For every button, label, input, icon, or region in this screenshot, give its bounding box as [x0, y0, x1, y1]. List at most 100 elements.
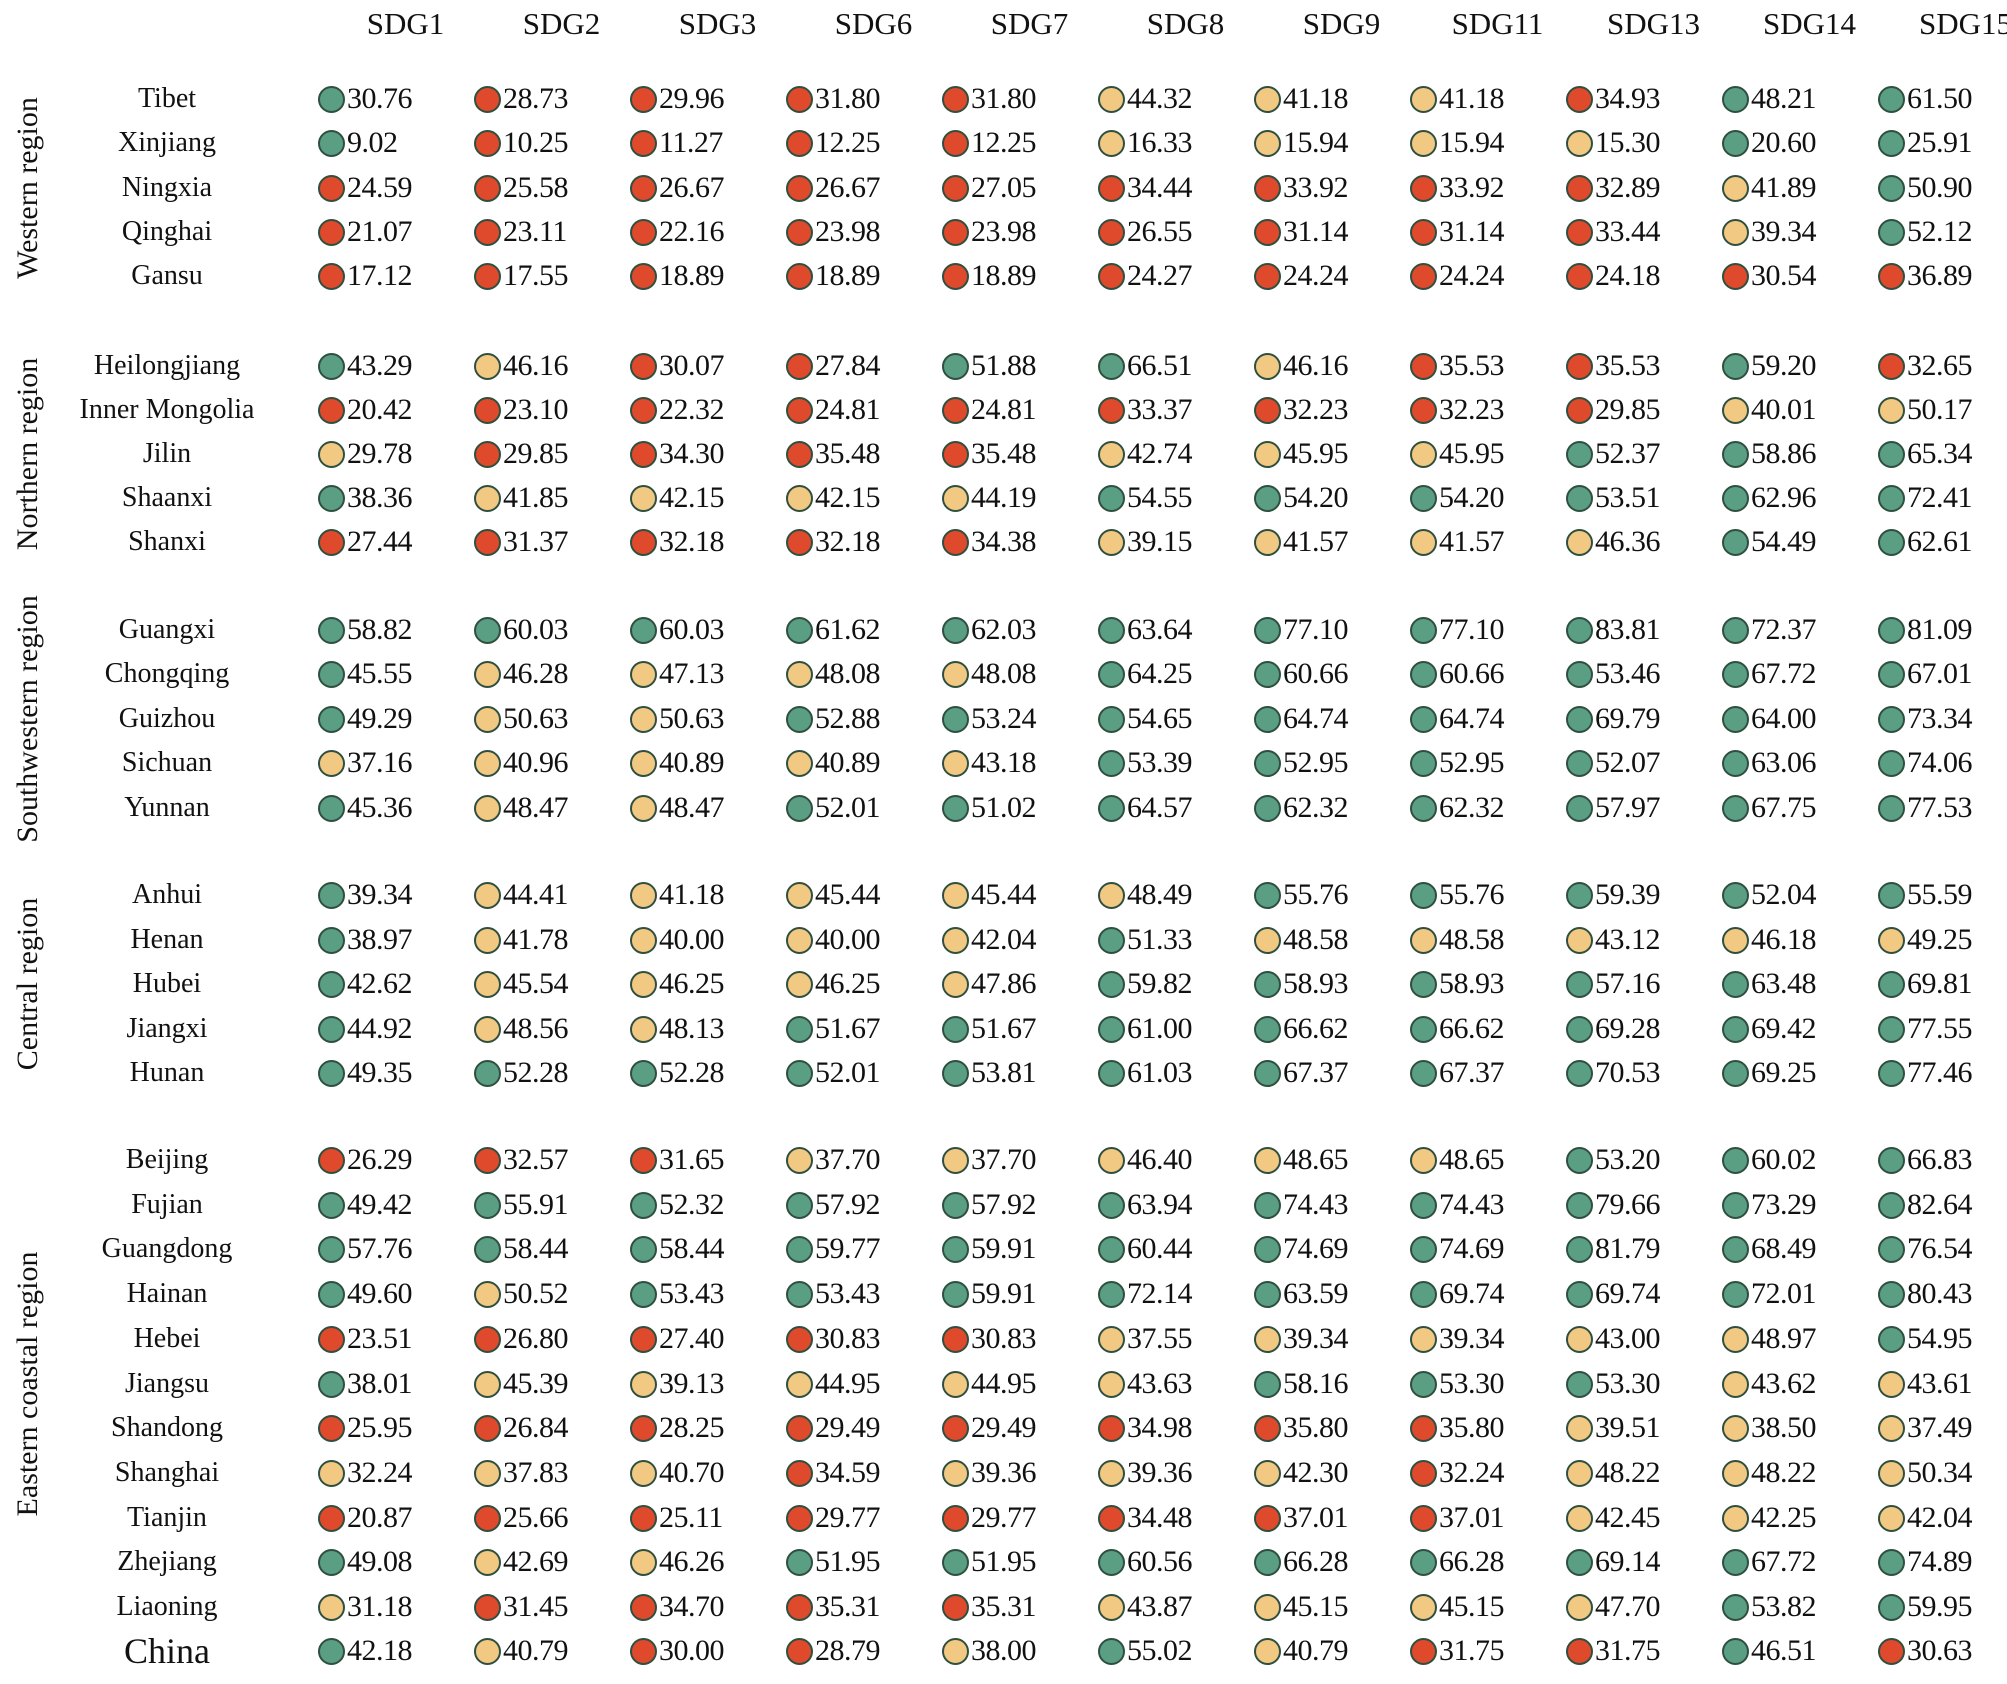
- score-cell: 50.34: [1878, 1456, 1973, 1490]
- score-cell: 47.70: [1566, 1590, 1661, 1624]
- score-value: 28.73: [503, 82, 569, 115]
- status-dot-yellow: [630, 1548, 657, 1576]
- score-cell: 24.18: [1566, 259, 1661, 293]
- score-value: 49.42: [347, 1188, 413, 1221]
- score-value: 52.04: [1751, 878, 1817, 911]
- score-value: 30.63: [1907, 1634, 1973, 1667]
- score-cell: 52.95: [1254, 746, 1349, 780]
- score-cell: 41.78: [474, 923, 569, 957]
- score-cell: 53.51: [1566, 481, 1661, 515]
- status-dot-yellow: [318, 1593, 345, 1621]
- score-cell: 29.85: [474, 437, 569, 471]
- score-value: 30.83: [971, 1322, 1037, 1355]
- status-dot-green: [630, 1059, 657, 1087]
- score-value: 51.88: [971, 349, 1037, 382]
- score-cell: 37.70: [942, 1143, 1037, 1177]
- column-header-sdg15: SDG15: [1918, 6, 2007, 41]
- score-cell: 41.89: [1722, 171, 1817, 205]
- status-dot-yellow: [474, 881, 501, 909]
- score-value: 34.70: [659, 1590, 725, 1623]
- score-cell: 31.37: [474, 525, 569, 559]
- province-label-sichuan: Sichuan: [121, 747, 213, 778]
- score-value: 12.25: [971, 126, 1037, 159]
- score-value: 59.91: [971, 1232, 1037, 1265]
- score-cell: 34.70: [630, 1590, 725, 1624]
- column-header-sdg7: SDG7: [990, 6, 1069, 41]
- score-value: 74.43: [1439, 1188, 1505, 1221]
- score-cell: 17.55: [474, 259, 569, 293]
- score-cell: 45.95: [1254, 437, 1349, 471]
- status-dot-yellow: [1254, 1637, 1281, 1665]
- score-value: 63.64: [1127, 613, 1193, 646]
- score-cell: 61.03: [1098, 1056, 1193, 1090]
- status-dot-green: [1722, 440, 1749, 468]
- score-value: 77.46: [1907, 1056, 1973, 1089]
- score-cell: 48.65: [1410, 1143, 1505, 1177]
- score-cell: 31.75: [1566, 1634, 1661, 1668]
- score-value: 32.57: [503, 1143, 569, 1176]
- score-cell: 24.27: [1098, 259, 1193, 293]
- score-cell: 39.36: [942, 1456, 1037, 1490]
- score-value: 57.97: [1595, 791, 1661, 824]
- score-value: 48.58: [1283, 923, 1349, 956]
- score-cell: 62.96: [1722, 481, 1817, 515]
- status-dot-red: [1254, 1414, 1281, 1442]
- score-cell: 66.62: [1254, 1012, 1349, 1046]
- status-dot-yellow: [1410, 1146, 1437, 1174]
- score-value: 47.86: [971, 967, 1037, 1000]
- score-cell: 69.74: [1566, 1277, 1661, 1311]
- score-value: 74.43: [1283, 1188, 1349, 1221]
- score-value: 30.54: [1751, 259, 1817, 292]
- status-dot-green: [1878, 174, 1905, 202]
- status-dot-red: [786, 1593, 813, 1621]
- score-cell: 42.04: [1878, 1501, 1973, 1535]
- score-cell: 52.04: [1722, 878, 1817, 912]
- score-value: 21.07: [347, 215, 413, 248]
- score-cell: 62.03: [942, 613, 1037, 647]
- status-dot-yellow: [1878, 1414, 1905, 1442]
- score-value: 32.89: [1595, 171, 1661, 204]
- column-header-sdg11: SDG11: [1451, 6, 1544, 41]
- score-value: 52.95: [1283, 746, 1349, 779]
- status-dot-green: [1410, 1015, 1437, 1043]
- status-dot-yellow: [630, 705, 657, 733]
- score-value: 58.93: [1283, 967, 1349, 1000]
- score-cell: 48.97: [1722, 1322, 1817, 1356]
- score-cell: 51.02: [942, 791, 1037, 825]
- score-cell: 72.01: [1722, 1277, 1817, 1311]
- score-cell: 26.84: [474, 1411, 569, 1445]
- score-cell: 48.58: [1254, 923, 1349, 957]
- score-value: 9.02: [347, 126, 398, 159]
- status-dot-green: [1254, 881, 1281, 909]
- score-cell: 25.58: [474, 171, 569, 205]
- score-value: 38.50: [1751, 1411, 1817, 1444]
- status-dot-green: [1254, 1370, 1281, 1398]
- score-value: 46.16: [1283, 349, 1349, 382]
- score-cell: 39.36: [1098, 1456, 1193, 1490]
- score-value: 31.65: [659, 1143, 725, 1176]
- score-value: 50.34: [1907, 1456, 1973, 1489]
- score-cell: 12.25: [786, 126, 881, 160]
- score-cell: 25.11: [630, 1501, 723, 1535]
- score-value: 25.66: [503, 1501, 569, 1534]
- status-dot-green: [1566, 970, 1593, 998]
- status-dot-green: [942, 1235, 969, 1263]
- score-cell: 60.44: [1098, 1232, 1193, 1266]
- score-cell: 46.25: [630, 967, 725, 1001]
- status-dot-yellow: [1254, 926, 1281, 954]
- status-dot-red: [630, 440, 657, 468]
- score-cell: 51.33: [1098, 923, 1193, 957]
- province-label-inner-mongolia: Inner Mongolia: [79, 394, 255, 425]
- score-cell: 32.23: [1410, 393, 1505, 427]
- score-value: 39.34: [1283, 1322, 1349, 1355]
- status-dot-red: [318, 396, 345, 424]
- score-value: 37.70: [815, 1143, 881, 1176]
- score-value: 68.49: [1751, 1232, 1817, 1265]
- status-dot-green: [1566, 794, 1593, 822]
- score-cell: 48.22: [1566, 1456, 1661, 1490]
- score-value: 48.56: [503, 1012, 569, 1045]
- score-value: 41.18: [1283, 82, 1349, 115]
- status-dot-green: [1566, 1235, 1593, 1263]
- score-cell: 35.53: [1566, 349, 1661, 383]
- score-value: 31.75: [1439, 1634, 1505, 1667]
